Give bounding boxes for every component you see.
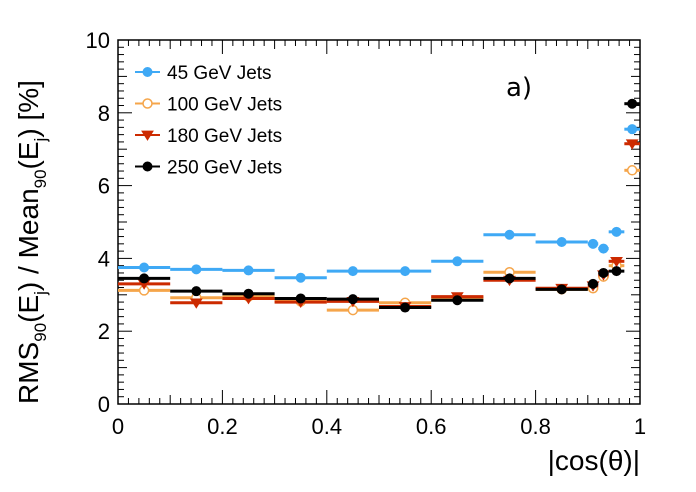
x-tick-label: 0.6 <box>416 414 447 439</box>
data-point <box>504 229 515 240</box>
y-tick-label: 8 <box>98 101 110 126</box>
data-point <box>452 256 463 267</box>
legend: 45 GeV Jets 100 GeV Jets 180 GeV Jets 250 G… <box>135 63 282 179</box>
legend-item: 100 GeV Jets <box>135 95 282 116</box>
legend-label: 45 GeV Jets <box>167 63 272 84</box>
data-point <box>556 284 567 295</box>
y-title-part: RMS <box>13 342 44 404</box>
data-series <box>118 98 640 316</box>
data-point <box>625 139 639 150</box>
y-title-part: (E <box>13 141 44 169</box>
data-point <box>139 273 150 284</box>
data-point <box>243 288 254 299</box>
y-tick-label: 6 <box>98 174 110 199</box>
data-point <box>627 98 638 109</box>
data-point <box>598 267 609 278</box>
y-title-sub: 90 <box>31 323 50 342</box>
annotation-label: a) <box>506 73 532 103</box>
x-tick-label: 0.4 <box>312 414 343 439</box>
x-axis-title: |cos(θ)| <box>548 445 640 476</box>
legend-label: 250 GeV Jets <box>167 158 282 179</box>
y-tick-label: 0 <box>98 392 110 417</box>
y-title-part: ) / Mean <box>13 188 44 291</box>
data-point <box>556 237 567 248</box>
data-point <box>588 238 599 249</box>
data-point <box>611 226 622 237</box>
data-point <box>347 266 358 277</box>
data-point <box>452 295 463 306</box>
data-point <box>627 124 638 135</box>
data-point <box>295 293 306 304</box>
series <box>118 98 640 313</box>
data-point <box>400 302 411 313</box>
x-tick-label: 0 <box>112 414 124 439</box>
legend-item: 250 GeV Jets <box>135 158 282 179</box>
data-point <box>626 165 638 176</box>
series <box>118 124 640 283</box>
y-tick-label: 10 <box>86 28 110 53</box>
data-point <box>142 98 153 109</box>
y-tick-label: 4 <box>98 246 110 271</box>
legend-item: 180 GeV Jets <box>135 126 282 147</box>
x-tick-label: 0.2 <box>207 414 238 439</box>
legend-label: 100 GeV Jets <box>167 95 282 116</box>
data-point <box>610 256 623 268</box>
y-title-sub: j <box>31 138 50 143</box>
data-point <box>189 298 203 309</box>
data-point <box>142 67 153 77</box>
y-axis-title: RMS90(Ej) / Mean90(Ej) [%] <box>13 80 50 404</box>
y-title-part: ) [%] <box>13 80 44 138</box>
axis-ticks <box>117 39 641 405</box>
data-point <box>191 286 202 297</box>
y-tick-label: 2 <box>98 319 110 344</box>
data-point <box>139 262 150 273</box>
data-point <box>588 278 599 289</box>
data-point <box>400 266 411 277</box>
x-tick-label: 1 <box>634 414 646 439</box>
data-point <box>142 161 153 172</box>
legend-label: 180 GeV Jets <box>167 126 282 147</box>
data-point <box>598 243 609 254</box>
data-point <box>141 130 154 141</box>
data-point <box>243 265 254 276</box>
data-point <box>347 294 358 305</box>
y-title-sub: j <box>31 291 50 296</box>
y-title-sub: 90 <box>31 169 50 188</box>
x-tick-label: 0.8 <box>520 414 551 439</box>
data-point <box>191 264 202 275</box>
legend-item: 45 GeV Jets <box>135 63 272 84</box>
data-point <box>295 272 306 283</box>
data-point <box>504 273 515 284</box>
data-point <box>611 266 622 277</box>
y-title-part: (E <box>13 295 44 323</box>
